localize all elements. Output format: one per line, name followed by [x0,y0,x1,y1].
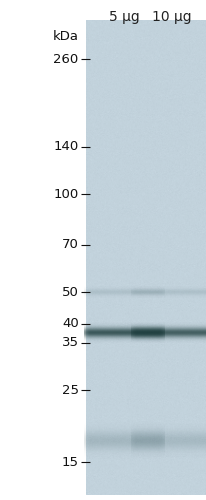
Bar [85,20,206,495]
Text: 35: 35 [61,336,78,349]
Text: 260: 260 [53,53,78,66]
Text: 10 μg: 10 μg [151,10,191,24]
Text: 25: 25 [61,384,78,396]
Text: 15: 15 [61,456,78,469]
Text: kDa: kDa [52,30,78,44]
Text: 100: 100 [53,188,78,201]
Text: 40: 40 [62,317,78,330]
Text: 5 μg: 5 μg [108,10,139,24]
Text: 140: 140 [53,140,78,153]
Text: 50: 50 [61,286,78,298]
Text: 70: 70 [61,238,78,251]
